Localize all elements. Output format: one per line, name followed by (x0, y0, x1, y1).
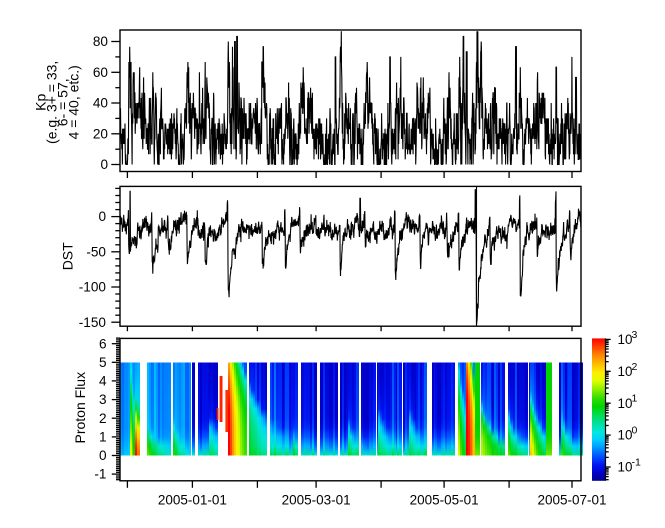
svg-text:0: 0 (100, 157, 108, 172)
svg-text:3: 3 (99, 392, 107, 407)
svg-text:Kp: Kp (32, 94, 48, 111)
svg-text:Proton Flux: Proton Flux (72, 372, 88, 444)
svg-text:20: 20 (93, 126, 109, 141)
svg-text:80: 80 (93, 34, 109, 49)
svg-text:-150: -150 (79, 315, 107, 330)
svg-text:2005-05-01: 2005-05-01 (410, 493, 479, 508)
svg-text:4: 4 (99, 374, 107, 389)
svg-text:-50: -50 (86, 244, 106, 259)
svg-text:10: 10 (618, 396, 633, 411)
svg-text:0: 0 (99, 448, 107, 463)
svg-text:0: 0 (632, 425, 638, 437)
svg-text:5: 5 (99, 355, 107, 370)
svg-text:6- = 57,: 6- = 57, (54, 78, 70, 126)
svg-text:0: 0 (98, 209, 106, 224)
svg-text:-1: -1 (632, 457, 641, 469)
svg-text:2005-01-01: 2005-01-01 (158, 493, 227, 508)
svg-text:2: 2 (99, 411, 107, 426)
svg-text:1: 1 (632, 393, 638, 405)
svg-text:2: 2 (632, 361, 638, 373)
svg-text:-1: -1 (94, 467, 106, 482)
svg-text:60: 60 (93, 65, 109, 80)
svg-text:10: 10 (618, 460, 633, 475)
svg-text:10: 10 (618, 428, 633, 443)
svg-text:4 = 40, etc.): 4 = 40, etc.) (65, 65, 81, 139)
svg-text:DST: DST (59, 242, 75, 270)
svg-text:10: 10 (618, 332, 633, 347)
svg-text:6: 6 (99, 336, 107, 351)
svg-text:40: 40 (93, 96, 109, 111)
svg-text:1: 1 (99, 430, 107, 445)
svg-text:2005-07-01: 2005-07-01 (537, 493, 606, 508)
svg-text:2005-03-01: 2005-03-01 (282, 493, 351, 508)
svg-text:3: 3 (632, 329, 638, 341)
svg-text:-100: -100 (79, 280, 107, 295)
svg-text:10: 10 (618, 364, 633, 379)
svg-text:(e.g. 3+ = 33,: (e.g. 3+ = 33, (43, 61, 59, 144)
